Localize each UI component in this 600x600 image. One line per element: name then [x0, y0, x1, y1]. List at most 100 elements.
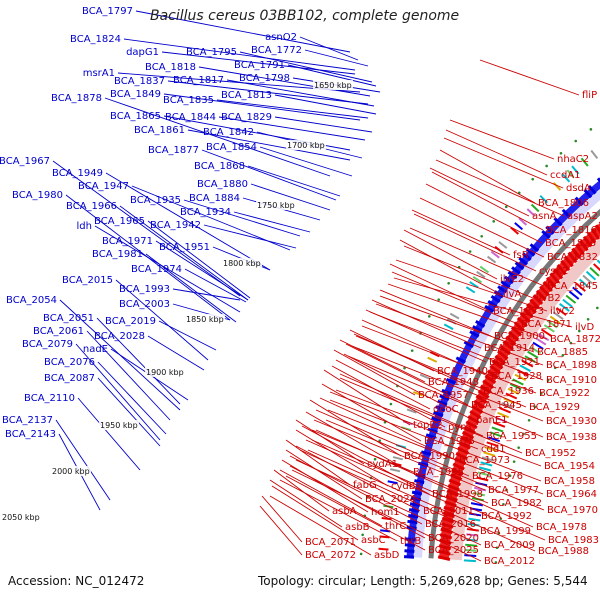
gene-label-right: deoC — [433, 404, 459, 415]
right-leader-line — [449, 119, 555, 160]
cog-gene-mark — [484, 446, 497, 452]
cog-gene-mark — [486, 441, 499, 447]
outer-gene-mark — [571, 165, 580, 175]
outer-gene-mark — [419, 373, 430, 380]
outer-gene-mark — [465, 286, 476, 294]
gene-label-left: BCA_2028 — [94, 331, 145, 342]
cog-gene-mark — [468, 517, 481, 522]
right-leader-line — [335, 389, 542, 467]
gene-label-left: BCA_1813 — [221, 90, 272, 101]
reverse-gene-mark — [451, 468, 464, 476]
gene-label-left: BCA_2015 — [62, 275, 113, 286]
forward-gene-mark — [408, 513, 419, 519]
cog-gene-mark — [472, 491, 486, 497]
right-leader-line — [259, 505, 303, 556]
left-leader-line — [163, 93, 361, 121]
forward-gene-mark — [522, 252, 532, 261]
gene-label-left: BCA_1824 — [70, 34, 121, 45]
gene-label-right: cydB1 — [391, 481, 422, 492]
forward-gene-mark — [455, 356, 466, 364]
kbp-tick-label: 1950 kbp — [100, 421, 138, 430]
left-leader-line — [135, 10, 351, 53]
cog-gene-mark — [503, 397, 516, 405]
outer-gene-mark — [566, 169, 575, 179]
gene-label-right: BCA_1990 — [404, 451, 455, 462]
left-leader-line — [75, 343, 161, 441]
gene-label-right: asnA — [532, 211, 557, 222]
reverse-gene-mark — [439, 538, 452, 545]
right-leader-line — [279, 469, 383, 527]
right-leader-line — [295, 445, 421, 512]
leader-lines-layer — [52, 10, 580, 562]
gc-mark — [468, 250, 472, 253]
outer-gene-mark — [510, 226, 520, 235]
outer-gene-mark — [530, 203, 540, 213]
reverse-gene-mark — [445, 495, 458, 503]
reverse-gene-mark — [461, 430, 475, 440]
right-leader-line — [269, 479, 343, 528]
forward-gene-mark — [420, 450, 432, 456]
left-leader-line — [259, 146, 353, 177]
right-leader-line — [345, 343, 469, 406]
gene-label-right: BCA_1978 — [536, 522, 587, 533]
reverse-gene-mark — [505, 335, 517, 346]
gene-label-right: BCA_1936 — [483, 386, 534, 397]
gene-label-left: BCA_1818 — [145, 62, 196, 73]
right-leader-line — [323, 369, 411, 426]
gene-label-left: BCA_1868 — [194, 161, 245, 172]
gc-mark — [495, 546, 499, 550]
cog-gene-mark — [529, 346, 542, 355]
right-leader-line — [371, 299, 482, 349]
outer-gene-mark — [379, 535, 390, 539]
gene-label-right: BCA_2009 — [484, 540, 535, 551]
reverse-gene-mark — [441, 516, 455, 524]
right-leader-line — [389, 263, 491, 312]
reverse-gene-mark — [443, 505, 456, 513]
tick-label-bg — [222, 258, 262, 268]
reverse-gene-mark — [545, 276, 557, 288]
right-leader-line — [309, 399, 402, 457]
forward-gene-mark — [431, 416, 442, 423]
right-leader-line — [311, 429, 489, 504]
left-leader-line — [97, 377, 161, 447]
gene-label-right: BCA_1938 — [546, 432, 597, 443]
accession-text: Accession: NC_012472 — [8, 574, 145, 588]
reverse-gene-mark — [582, 235, 593, 248]
right-leader-line — [321, 383, 422, 442]
left-leader-line — [94, 225, 241, 313]
outer-gene-mark — [552, 182, 562, 191]
left-leader-line — [201, 149, 337, 201]
gene-label-right: BCA_1806 — [538, 198, 589, 209]
reverse-gene-mark — [489, 364, 501, 375]
gene-label-left: BCA_2137 — [2, 415, 53, 426]
cog-gene-mark — [497, 411, 510, 419]
gene-label-right: aspA2 — [567, 211, 598, 222]
gene-label-left: BCA_1980 — [12, 190, 63, 201]
right-leader-line — [319, 397, 457, 461]
outer-gene-mark — [443, 323, 454, 331]
right-leader-line — [331, 365, 446, 428]
gene-label-left: BCA_1934 — [180, 207, 231, 218]
cog-gene-mark — [493, 421, 506, 428]
right-leader-line — [439, 149, 536, 204]
forward-gene-mark — [414, 479, 425, 485]
gene-label-left: BCA_1935 — [130, 195, 181, 206]
cog-gene-mark — [546, 319, 558, 329]
cog-gene-mark — [535, 337, 547, 346]
left-leader-line — [218, 116, 366, 141]
right-leader-line — [261, 495, 303, 543]
gc-mark — [373, 457, 377, 461]
outer-gene-mark — [486, 255, 497, 264]
outer-gene-mark — [526, 208, 536, 217]
right-leader-line — [307, 449, 536, 552]
gene-label-right: pyn1 — [448, 422, 473, 433]
cog-gene-mark — [463, 559, 476, 563]
gene-label-right: BCA_1992 — [481, 511, 532, 522]
right-leader-line — [285, 475, 426, 551]
right-leader-line — [379, 295, 535, 353]
reverse-gene-mark — [502, 340, 514, 351]
reverse-gene-mark — [438, 544, 452, 551]
left-leader-line — [250, 183, 331, 211]
left-leader-line — [233, 211, 311, 233]
gene-label-right: BCA_1914 — [484, 343, 535, 354]
